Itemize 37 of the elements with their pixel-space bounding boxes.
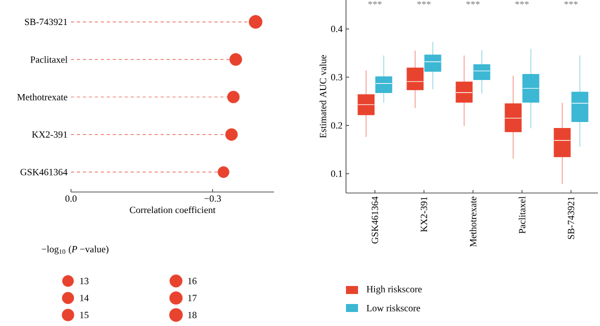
- annotation: ***: [466, 1, 480, 5]
- point: [248, 15, 262, 29]
- x-axis-title: Correlation coefficient: [130, 206, 216, 214]
- annotation: ***: [564, 1, 578, 5]
- point: [229, 53, 242, 66]
- legend-label: 15: [80, 312, 88, 318]
- x-tick-label: KX2-391: [420, 196, 428, 232]
- x-tick-label: GSK461364: [372, 196, 378, 244]
- y-tick-label: 0.2: [331, 122, 342, 129]
- y-tick-label: Paclitaxel: [30, 56, 68, 63]
- annotation: ***: [368, 1, 382, 5]
- x-tick-label: 0.0: [65, 195, 77, 202]
- y-tick-label: Methotrexate: [17, 94, 68, 100]
- legend-label: High riskscore: [366, 286, 422, 294]
- x-tick-label: Methotrexate: [470, 196, 476, 247]
- legend-label: 17: [188, 294, 197, 302]
- y-tick-label: KX2-391: [32, 131, 68, 138]
- legend-title: −log$_{10}$ (P −value): [42, 246, 108, 254]
- point: [225, 128, 238, 141]
- legend-label: 16: [188, 278, 197, 284]
- point: [227, 90, 240, 104]
- y-tick-label: 0.1: [331, 170, 342, 177]
- annotation: ***: [515, 1, 529, 5]
- legend-label: 13: [80, 278, 88, 284]
- y-tick-label: 0.4: [331, 26, 342, 32]
- y-tick-label: SB-743921: [24, 18, 68, 26]
- point: [218, 166, 230, 178]
- legend-label: 14: [80, 294, 89, 302]
- y-axis-title: Estimated AUC value: [320, 55, 326, 138]
- y-tick-label: 0.3: [331, 74, 342, 80]
- x-tick-label: Paclitaxel: [518, 196, 526, 234]
- annotation: ***: [417, 1, 431, 5]
- x-tick-label: −0.3: [204, 195, 221, 202]
- x-tick-label: SB-743921: [568, 196, 574, 240]
- legend-label: 18: [188, 312, 197, 318]
- y-tick-label: GSK461364: [20, 168, 68, 176]
- legend-label: Low riskscore: [366, 304, 420, 312]
